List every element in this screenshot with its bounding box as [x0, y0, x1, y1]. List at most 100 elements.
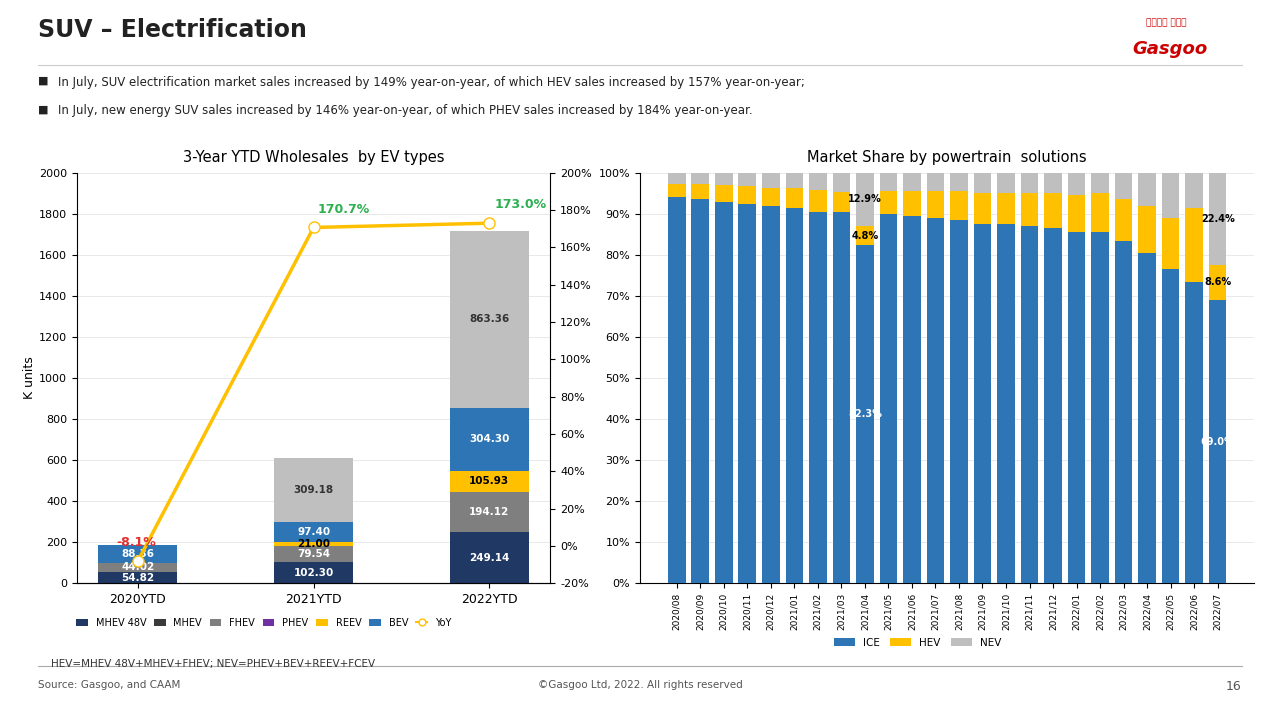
Bar	[1115, 240, 1133, 583]
Bar	[1162, 173, 1179, 218]
Bar	[809, 173, 827, 191]
Bar	[927, 173, 945, 192]
Bar	[1020, 173, 1038, 193]
Text: 82.3%: 82.3%	[847, 410, 882, 419]
Bar	[904, 173, 920, 192]
Text: 105.93: 105.93	[470, 477, 509, 487]
Bar	[449, 231, 529, 408]
Bar	[99, 545, 178, 563]
Text: Gasgoo: Gasgoo	[1133, 40, 1208, 58]
Bar	[716, 202, 732, 583]
Text: 102.30: 102.30	[293, 567, 334, 577]
Bar	[691, 199, 709, 583]
Bar	[809, 212, 827, 583]
Bar	[1138, 253, 1156, 583]
Text: 194.12: 194.12	[470, 507, 509, 517]
Bar	[449, 492, 529, 532]
Bar	[1138, 206, 1156, 253]
Bar	[1044, 228, 1062, 583]
Bar	[974, 224, 991, 583]
Text: 12.9%: 12.9%	[849, 194, 882, 204]
Text: 4.8%: 4.8%	[851, 230, 878, 240]
Bar	[1068, 173, 1085, 195]
Text: 8.6%: 8.6%	[1204, 277, 1231, 287]
Bar	[1208, 265, 1226, 300]
Bar	[1068, 233, 1085, 583]
Text: 21.00: 21.00	[297, 539, 330, 549]
Bar	[762, 188, 780, 207]
Bar	[274, 521, 353, 541]
Bar	[856, 246, 874, 583]
Bar	[997, 193, 1015, 224]
Text: ■: ■	[38, 104, 49, 114]
Bar	[1020, 193, 1038, 226]
Bar	[997, 173, 1015, 193]
Bar	[274, 546, 353, 562]
Bar	[950, 173, 968, 192]
Bar	[1185, 173, 1203, 207]
Bar	[974, 173, 991, 193]
Bar	[786, 173, 803, 189]
Bar	[904, 216, 920, 583]
Bar	[274, 562, 353, 583]
Bar	[1162, 269, 1179, 583]
Title: 3-Year YTD Wholesales  by EV types: 3-Year YTD Wholesales by EV types	[183, 150, 444, 165]
Bar	[739, 204, 756, 583]
Bar	[950, 192, 968, 220]
Text: 16: 16	[1226, 680, 1242, 693]
Text: HEV=MHEV 48V+MHEV+FHEV; NEV=PHEV+BEV+REEV+FCEV: HEV=MHEV 48V+MHEV+FHEV; NEV=PHEV+BEV+REE…	[51, 659, 375, 669]
Bar	[786, 207, 803, 583]
Text: 79.54: 79.54	[297, 549, 330, 559]
Text: -8.1%: -8.1%	[116, 536, 156, 549]
Bar	[927, 218, 945, 583]
Bar	[1044, 173, 1062, 193]
Legend: ICE, HEV, NEV: ICE, HEV, NEV	[829, 634, 1006, 652]
Bar	[1092, 233, 1108, 583]
Bar	[691, 184, 709, 199]
Text: 309.18: 309.18	[293, 485, 334, 495]
Bar	[1068, 195, 1085, 233]
Bar	[1020, 226, 1038, 583]
Text: 173.0%: 173.0%	[494, 198, 547, 211]
Text: ©Gasgoo Ltd, 2022. All rights reserved: ©Gasgoo Ltd, 2022. All rights reserved	[538, 680, 742, 690]
Bar	[1092, 173, 1108, 193]
Text: 249.14: 249.14	[470, 553, 509, 562]
Bar	[762, 173, 780, 188]
Text: 304.30: 304.30	[470, 434, 509, 444]
Bar	[739, 186, 756, 204]
Bar	[832, 192, 850, 212]
Bar	[809, 191, 827, 212]
Bar	[1115, 173, 1133, 199]
Text: 盖世汽车 研究院: 盖世汽车 研究院	[1146, 18, 1187, 27]
Text: 97.40: 97.40	[297, 526, 330, 536]
Text: 170.7%: 170.7%	[317, 202, 370, 215]
Bar	[1208, 300, 1226, 583]
Legend: MHEV 48V, MHEV, FHEV, PHEV, REEV, BEV, YoY: MHEV 48V, MHEV, FHEV, PHEV, REEV, BEV, Y…	[72, 614, 456, 631]
Text: 88.36: 88.36	[122, 549, 155, 559]
Bar	[716, 173, 732, 185]
Bar	[449, 532, 529, 583]
Bar	[274, 541, 353, 546]
Bar	[99, 572, 178, 583]
Bar	[1044, 194, 1062, 228]
Text: In July, SUV electrification market sales increased by 149% year-on-year, of whi: In July, SUV electrification market sale…	[58, 76, 804, 89]
Bar	[739, 173, 756, 186]
Bar	[1138, 173, 1156, 206]
Bar	[668, 184, 686, 197]
Text: Source: Gasgoo, and CAAM: Source: Gasgoo, and CAAM	[38, 680, 180, 690]
Bar	[950, 220, 968, 583]
Bar	[762, 207, 780, 583]
Bar	[1185, 282, 1203, 583]
Text: 44.02: 44.02	[122, 562, 155, 572]
Text: 54.82: 54.82	[122, 572, 155, 582]
Bar	[832, 173, 850, 192]
Bar	[879, 214, 897, 583]
Text: In July, new energy SUV sales increased by 146% year-on-year, of which PHEV sale: In July, new energy SUV sales increased …	[58, 104, 753, 117]
Bar	[274, 458, 353, 521]
Bar	[449, 470, 529, 492]
Y-axis label: K units: K units	[23, 356, 36, 400]
Text: SUV – Electrification: SUV – Electrification	[38, 18, 307, 42]
Bar	[1092, 193, 1108, 233]
Bar	[449, 408, 529, 470]
Bar	[786, 189, 803, 207]
